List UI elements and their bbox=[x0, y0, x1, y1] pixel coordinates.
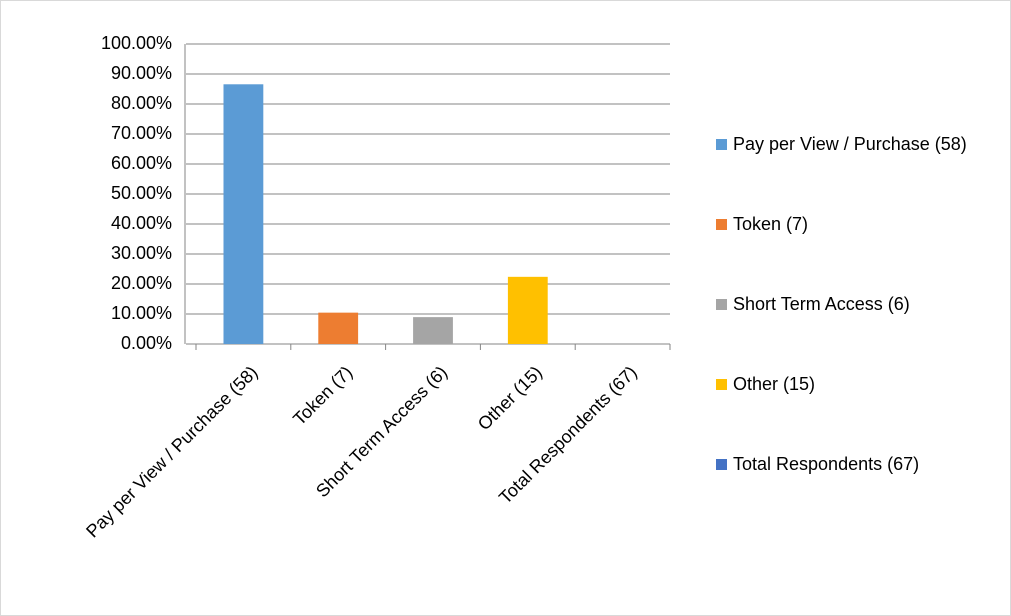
legend-item: Pay per View / Purchase (58) bbox=[716, 130, 988, 158]
bar bbox=[413, 317, 453, 344]
y-tick-label: 100.00% bbox=[101, 33, 172, 53]
bar bbox=[318, 312, 359, 344]
y-tick-label: 80.00% bbox=[111, 93, 172, 113]
legend-item: Token (7) bbox=[716, 210, 988, 238]
legend-label: Pay per View / Purchase (58) bbox=[733, 134, 967, 154]
legend-swatch bbox=[716, 299, 727, 310]
y-tick-label: 10.00% bbox=[111, 303, 172, 323]
y-tick-label: 70.00% bbox=[111, 123, 172, 143]
y-tick-label: 90.00% bbox=[111, 63, 172, 83]
legend-swatch bbox=[716, 139, 727, 150]
legend-item: Other (15) bbox=[716, 370, 988, 398]
legend-label: Other (15) bbox=[733, 374, 816, 394]
y-tick-label: 60.00% bbox=[111, 153, 172, 173]
bar bbox=[223, 84, 264, 344]
legend-swatch bbox=[716, 219, 727, 230]
y-tick-label: 40.00% bbox=[111, 213, 172, 233]
y-tick-label: 50.00% bbox=[111, 183, 172, 203]
legend-swatch bbox=[716, 459, 727, 470]
y-tick-label: 20.00% bbox=[111, 273, 172, 293]
bar bbox=[507, 276, 548, 344]
legend-label: Token (7) bbox=[733, 214, 809, 234]
legend-item: Short Term Access (6) bbox=[716, 290, 988, 318]
legend-label: Total Respondents (67) bbox=[733, 454, 920, 474]
y-tick-label: 30.00% bbox=[111, 243, 172, 263]
legend-swatch bbox=[716, 379, 727, 390]
y-tick-label: 0.00% bbox=[121, 333, 172, 353]
legend-item: Total Respondents (67) bbox=[716, 450, 988, 478]
legend-label: Short Term Access (6) bbox=[733, 294, 910, 314]
